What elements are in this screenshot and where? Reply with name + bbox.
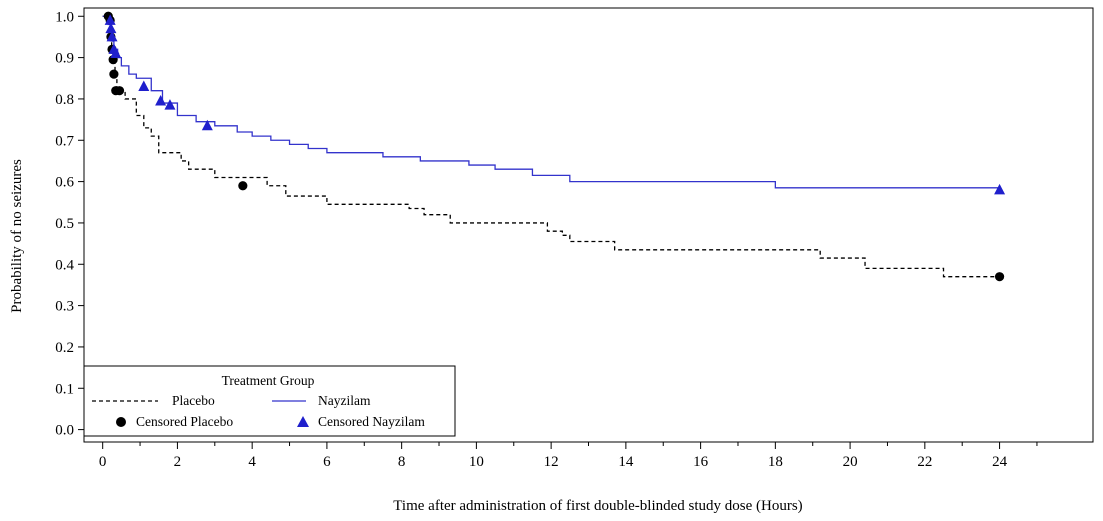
censored-nayzilam-marker: [155, 95, 167, 106]
y-tick-label: 0.7: [55, 133, 74, 149]
legend-title: Treatment Group: [222, 373, 315, 388]
x-tick-label: 8: [398, 454, 406, 470]
legend-label-placebo: Placebo: [172, 393, 215, 408]
x-tick-label: 20: [843, 454, 858, 470]
y-tick-label: 0.6: [55, 175, 74, 191]
censored-nayzilam-marker: [201, 119, 213, 131]
legend-label-censored-nayzilam: Censored Nayzilam: [318, 414, 425, 429]
censored-nayzilam-marker: [994, 183, 1006, 195]
x-tick-label: 10: [469, 454, 484, 470]
y-tick-label: 0.0: [55, 423, 74, 439]
censored-placebo-marker: [238, 181, 248, 191]
y-tick-label: 0.4: [55, 257, 74, 273]
legend-label-censored-placebo: Censored Placebo: [136, 414, 233, 429]
legend: Treatment Group Placebo Nayzilam Censore…: [83, 365, 456, 437]
x-tick-label: 12: [544, 454, 559, 470]
censored-nayzilam-marker: [164, 99, 176, 110]
series-line-nayzilam: [102, 15, 1001, 190]
legend-marker-censored-nayzilam: [297, 416, 309, 427]
y-tick-label: 0.9: [55, 51, 74, 67]
x-axis-title: Time after administration of first doubl…: [393, 498, 802, 514]
x-tick-label: 14: [618, 454, 634, 470]
y-tick-label: 1.0: [55, 9, 74, 25]
x-tick-label: 16: [693, 454, 709, 470]
y-tick-label: 0.2: [55, 340, 74, 356]
x-tick-label: 18: [768, 454, 783, 470]
censored-placebo-marker: [114, 86, 125, 96]
x-tick-label: 0: [99, 454, 107, 470]
y-tick-label: 0.8: [55, 92, 74, 108]
censored-nayzilam-marker: [105, 22, 117, 34]
legend-box: [83, 365, 456, 437]
y-tick-label: 0.1: [55, 381, 74, 397]
x-tick-label: 22: [917, 454, 932, 470]
y-axis-title: Probability of no seizures: [9, 159, 25, 313]
y-tick-label: 0.5: [55, 216, 74, 232]
x-tick-label: 24: [992, 454, 1008, 470]
censored-nayzilam-marker: [104, 14, 116, 25]
censored-placebo-marker: [109, 69, 119, 79]
x-tick-label: 6: [323, 454, 331, 470]
censored-nayzilam-marker: [138, 80, 150, 92]
censored-nayzilam-marker: [110, 47, 122, 58]
y-tick-label: 0.3: [55, 299, 74, 315]
legend-label-nayzilam: Nayzilam: [318, 393, 371, 408]
series-line-placebo: [102, 15, 1000, 278]
x-tick-label: 2: [174, 454, 182, 470]
censored-placebo-marker: [994, 272, 1005, 282]
legend-marker-censored-placebo: [116, 417, 126, 427]
censored-nayzilam-marker: [106, 30, 118, 42]
x-tick-label: 4: [248, 454, 256, 470]
